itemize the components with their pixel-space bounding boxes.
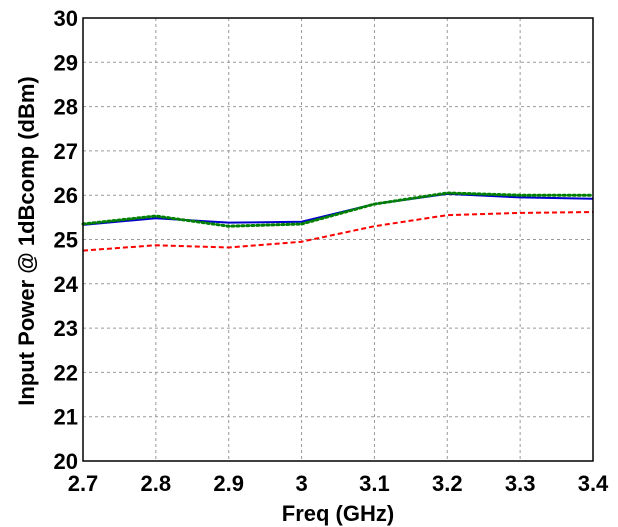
y-tick-label: 21 [54, 405, 78, 430]
x-tick-label: 3.3 [505, 471, 536, 496]
grid-lines [82, 17, 594, 462]
y-tick-label: 23 [54, 316, 78, 341]
y-tick-label: 29 [54, 50, 78, 75]
series-line-2 [81, 191, 595, 228]
x-tick-label: 3.2 [432, 471, 463, 496]
x-axis-label: Freq (GHz) [282, 501, 394, 526]
y-tick-label: 24 [54, 272, 79, 297]
x-tick-labels: 2.7 2.8 2.9 3 3.1 3.2 3.3 3.4 [68, 471, 609, 496]
y-tick-label: 28 [54, 95, 78, 120]
series-line-1 [82, 192, 594, 226]
y-tick-label: 22 [54, 360, 78, 385]
y-tick-label: 20 [54, 449, 78, 474]
y-axis-label: Input Power @ 1dBcomp (dBm) [14, 76, 39, 405]
y-tick-label: 27 [54, 139, 78, 164]
x-tick-label: 3.4 [578, 471, 609, 496]
series-lines [81, 191, 595, 252]
x-tick-label: 3 [295, 471, 307, 496]
x-tick-label: 2.7 [68, 471, 99, 496]
y-tick-labels: 20 21 22 23 24 25 26 27 28 29 30 [54, 6, 79, 474]
x-tick-label: 2.9 [213, 471, 244, 496]
x-tick-label: 3.1 [359, 471, 390, 496]
plot-frame [82, 17, 594, 462]
y-tick-label: 26 [54, 183, 78, 208]
series-line-3 [82, 211, 594, 252]
x-tick-label: 2.8 [141, 471, 172, 496]
y-tick-label: 30 [54, 6, 78, 31]
y-tick-label: 25 [54, 228, 78, 253]
